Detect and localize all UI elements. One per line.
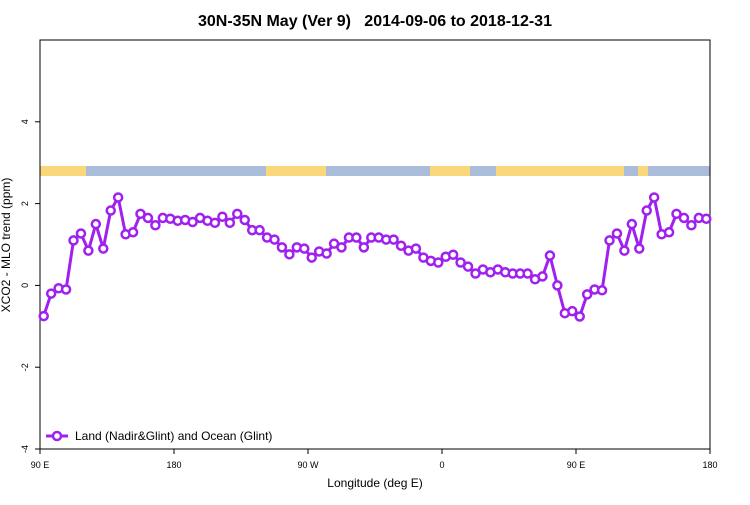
- data-point: [284, 249, 295, 260]
- data-point: [462, 261, 474, 272]
- x-tick-label: 90 W: [297, 460, 319, 470]
- chart-title: 30N-35N May (Ver 9) 2014-09-06 to 2018-1…: [198, 13, 552, 30]
- data-point: [98, 243, 109, 254]
- data-point: [567, 305, 578, 317]
- data-point: [254, 224, 265, 236]
- data-point: [112, 192, 124, 203]
- data-point: [619, 245, 630, 256]
- data-point: [433, 257, 444, 268]
- data-point: [239, 214, 250, 226]
- data-point: [351, 232, 362, 243]
- data-point: [299, 243, 310, 254]
- data-point: [671, 208, 682, 220]
- data-point: [611, 228, 623, 239]
- data-point: [209, 217, 221, 229]
- x-tick-label: 180: [702, 460, 717, 470]
- data-point: [83, 245, 94, 256]
- legend-label: Land (Nadir&Glint) and Ocean (Glint): [75, 429, 272, 443]
- data-point: [135, 208, 146, 220]
- data-point: [90, 218, 102, 230]
- x-tick-label: 90 E: [31, 460, 50, 470]
- data-point: [410, 243, 422, 254]
- data-point: [269, 234, 280, 245]
- y-tick-label: 4: [20, 119, 30, 124]
- data-point: [574, 311, 585, 322]
- data-point: [321, 248, 332, 259]
- data-point: [552, 280, 563, 291]
- data-point: [604, 235, 615, 246]
- land-band: [430, 166, 470, 176]
- data-point: [45, 288, 57, 299]
- x-axis-label: Longitude (deg E): [327, 476, 422, 490]
- data-point: [447, 249, 459, 260]
- land-band: [40, 166, 86, 176]
- data-point: [217, 211, 228, 222]
- data-point: [544, 250, 556, 261]
- data-point: [232, 208, 243, 220]
- x-tick-label: 180: [166, 460, 181, 470]
- y-tick-label: -4: [20, 445, 30, 453]
- ocean-band: [40, 166, 710, 176]
- x-tick-label: 90 E: [567, 460, 586, 470]
- y-tick-label: 0: [20, 283, 30, 288]
- data-point: [678, 212, 690, 224]
- data-point: [68, 235, 79, 246]
- land-ocean-band: [40, 166, 710, 176]
- land-band: [638, 166, 648, 176]
- data-point: [395, 240, 407, 251]
- data-point: [581, 289, 593, 300]
- y-axis-label: XCO2 - MLO trend (ppm): [0, 178, 13, 313]
- data-point: [358, 242, 370, 253]
- data-point: [127, 226, 139, 238]
- data-point: [663, 226, 675, 238]
- data-point: [596, 285, 608, 296]
- data-point: [60, 284, 72, 295]
- data-point: [634, 243, 645, 254]
- data-point: [187, 216, 198, 228]
- data-point: [75, 228, 87, 239]
- data-point: [648, 192, 660, 203]
- data-point: [105, 205, 116, 216]
- data-point: [455, 257, 466, 268]
- data-point: [701, 213, 712, 224]
- data-point: [38, 310, 49, 322]
- data-point: [224, 217, 236, 229]
- data-point: [686, 220, 697, 231]
- data-point: [537, 271, 548, 282]
- x-tick-label: 0: [439, 460, 444, 470]
- y-tick-label: -2: [20, 363, 30, 371]
- data-point: [306, 252, 317, 263]
- data-point: [336, 242, 347, 253]
- land-band: [496, 166, 624, 176]
- legend-marker: [51, 430, 63, 442]
- data-point: [522, 268, 533, 279]
- data-point: [142, 212, 154, 224]
- data-point: [276, 242, 288, 253]
- data-point: [470, 268, 481, 279]
- land-band: [266, 166, 326, 176]
- data-point: [641, 205, 652, 216]
- y-tick-label: 2: [20, 201, 30, 206]
- data-point: [150, 220, 161, 231]
- plot-frame: [39, 39, 711, 450]
- data-point: [388, 234, 399, 245]
- data-point: [626, 218, 638, 230]
